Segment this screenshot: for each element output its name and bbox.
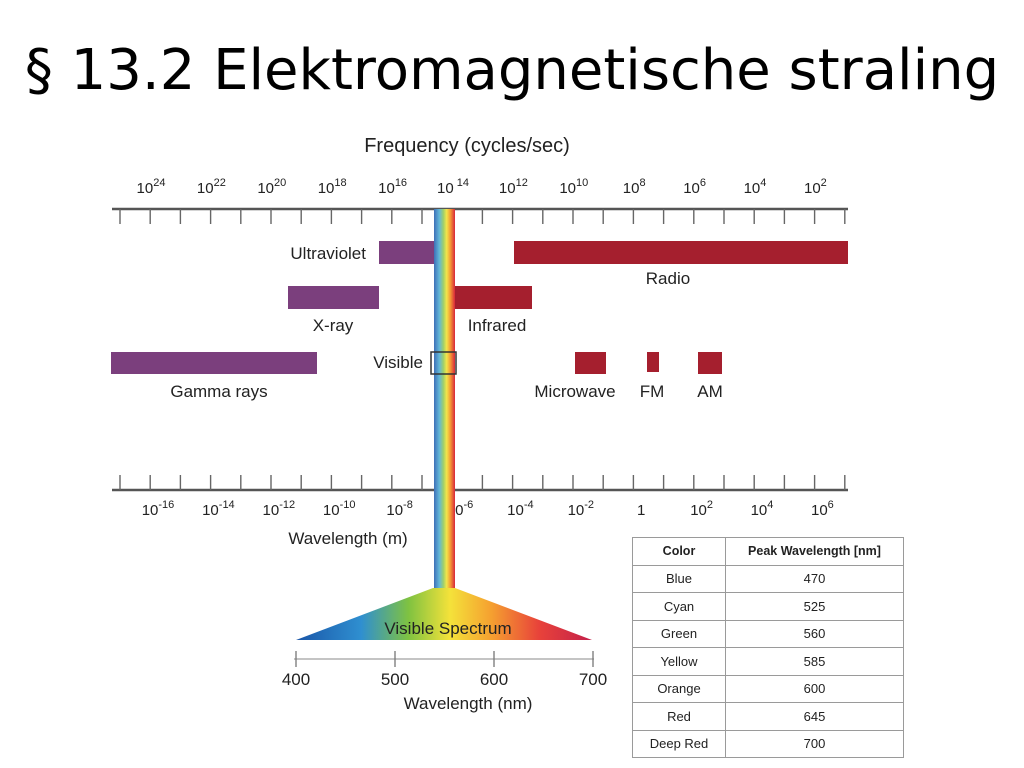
color-cell: Yellow: [632, 647, 726, 676]
table-row: Deep Red 700: [632, 729, 904, 758]
nm-tick-label: 700: [579, 670, 607, 689]
color-cell: Cyan: [632, 592, 726, 621]
visible-beam: [434, 209, 455, 588]
radio-label: Radio: [646, 269, 690, 288]
visible-marker-box: [430, 351, 457, 375]
frequency-axis-label: Frequency (cycles/sec): [364, 135, 570, 157]
color-cell: Red: [632, 702, 726, 731]
fm-label: FM: [640, 382, 665, 401]
nm-tick-labels: 400 500 600 700: [282, 670, 607, 689]
frequency-tick-marks: [119, 209, 846, 224]
color-cell: Deep Red: [632, 729, 726, 758]
wavelength-tick-label: 10-2: [568, 499, 594, 519]
wavelength-cell: 600: [725, 674, 904, 703]
ultraviolet-band: [379, 241, 434, 264]
wavelength-tick-label: 10-4: [507, 499, 533, 519]
peak-wavelength-column-header: Peak Wavelength [nm]: [725, 537, 904, 566]
table-row: Orange 600: [632, 674, 904, 703]
color-cell: Orange: [632, 674, 726, 703]
color-cell: Blue: [632, 564, 726, 593]
frequency-tick-label: 10 14: [437, 177, 469, 197]
wavelength-tick-label: 10-16: [142, 499, 175, 519]
fm-band: [647, 352, 659, 372]
table-header-row: Color Peak Wavelength [nm]: [632, 537, 904, 566]
wavelength-tick-label: 10-14: [202, 499, 235, 519]
color-column-header: Color: [632, 537, 726, 566]
visible-label: Visible: [373, 353, 423, 372]
wavelength-tick-label: 10-10: [323, 499, 356, 519]
nm-tick-label: 500: [381, 670, 409, 689]
visible-spectrum-fan: [296, 588, 592, 640]
wavelength-axis-label: Wavelength (m): [288, 529, 407, 548]
wavelength-tick-label: 102: [690, 499, 713, 519]
gamma-band: [111, 352, 317, 374]
wavelength-tick-labels: 10-16 10-14 10-12 10-10 10-8 10-6 10-4 10-2 1 102…: [142, 499, 834, 519]
wavelength-tick-label: 10-12: [263, 499, 296, 519]
wavelength-cell: 525: [725, 592, 904, 621]
nm-tick-label: 600: [480, 670, 508, 689]
frequency-tick-labels: 1024 1022 1020 1018 1016 10 14 1012 1010 108 106 1…: [137, 177, 827, 197]
visible-spectrum-label: Visible Spectrum: [384, 619, 511, 638]
frequency-tick-label: 1022: [197, 177, 226, 197]
frequency-tick-label: 1016: [378, 177, 407, 197]
wavelength-cell: 645: [725, 702, 904, 731]
frequency-tick-label: 1020: [257, 177, 286, 197]
frequency-tick-label: 104: [744, 177, 767, 197]
nm-tick-marks: [295, 651, 594, 667]
nm-tick-label: 400: [282, 670, 310, 689]
microwave-band: [575, 352, 606, 374]
color-cell: Green: [632, 619, 726, 648]
wavelength-cell: 560: [725, 619, 904, 648]
wavelength-tick-label: 104: [751, 499, 774, 519]
xray-label: X-ray: [313, 316, 354, 335]
am-band: [698, 352, 722, 374]
peak-wavelength-table: Color Peak Wavelength [nm] Blue 470 Cyan…: [632, 537, 904, 758]
table-row: Yellow 585: [632, 647, 904, 676]
wavelength-cell: 700: [725, 729, 904, 758]
infrared-label: Infrared: [468, 316, 527, 335]
wavelength-tick-marks: [119, 475, 846, 490]
infrared-band: [454, 286, 532, 309]
frequency-tick-label: 108: [623, 177, 646, 197]
table-row: Cyan 525: [632, 592, 904, 621]
frequency-tick-label: 1024: [137, 177, 166, 197]
slide-title: § 13.2 Elektromagnetische straling: [24, 38, 1000, 103]
frequency-tick-label: 1012: [499, 177, 528, 197]
frequency-tick-label: 106: [683, 177, 706, 197]
table-row: Blue 470: [632, 564, 904, 593]
wavelength-cell: 470: [725, 564, 904, 593]
frequency-tick-label: 1010: [559, 177, 588, 197]
nm-axis-label: Wavelength (nm): [404, 694, 533, 713]
gamma-rays-label: Gamma rays: [170, 382, 267, 401]
wavelength-cell: 585: [725, 647, 904, 676]
am-label: AM: [697, 382, 723, 401]
xray-band: [288, 286, 379, 309]
wavelength-tick-label: 1: [637, 502, 645, 519]
ultraviolet-label: Ultraviolet: [290, 244, 366, 263]
table-row: Red 645: [632, 702, 904, 731]
microwave-label: Microwave: [534, 382, 615, 401]
frequency-tick-label: 102: [804, 177, 827, 197]
wavelength-tick-label: 106: [811, 499, 834, 519]
wavelength-tick-label: 10-8: [386, 499, 412, 519]
table-row: Green 560: [632, 619, 904, 648]
frequency-tick-label: 1018: [318, 177, 347, 197]
radio-band: [514, 241, 848, 264]
